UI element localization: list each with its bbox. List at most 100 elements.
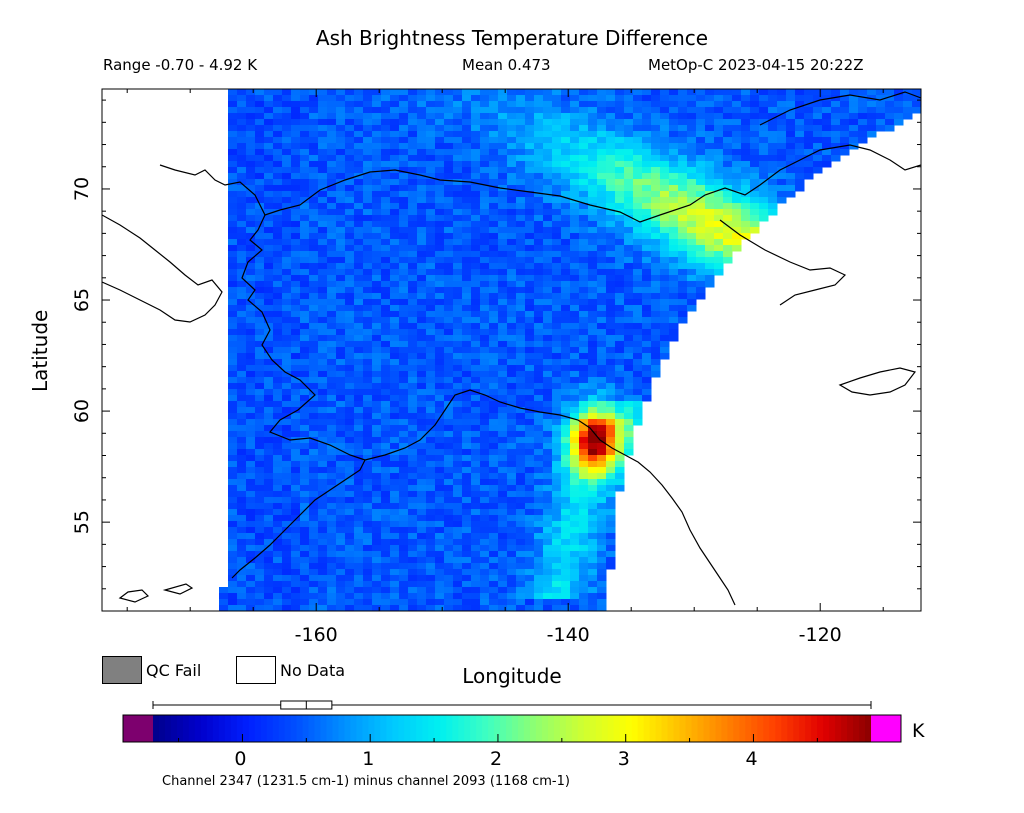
data-cell	[453, 437, 463, 444]
data-cell	[507, 371, 517, 378]
data-cell	[705, 137, 715, 144]
data-cell	[264, 227, 274, 234]
data-cell	[795, 179, 805, 186]
data-cell	[336, 527, 346, 534]
data-cell	[381, 119, 391, 126]
data-cell	[462, 347, 472, 354]
data-cell	[642, 269, 652, 276]
data-cell	[435, 491, 445, 498]
colorbar-step	[715, 715, 723, 742]
data-cell	[462, 263, 472, 270]
data-cell	[408, 101, 418, 108]
data-cell	[660, 89, 670, 96]
data-cell	[417, 419, 427, 426]
data-cell	[498, 485, 508, 492]
data-cell	[309, 131, 319, 138]
data-cell	[498, 311, 508, 318]
data-cell	[354, 371, 364, 378]
data-cell	[570, 251, 580, 258]
data-cell	[561, 125, 571, 132]
data-cell	[606, 233, 616, 240]
data-cell	[480, 575, 490, 582]
data-cell	[642, 329, 652, 336]
colorbar-step	[727, 715, 734, 742]
data-cell	[813, 167, 823, 174]
data-cell	[597, 509, 607, 516]
data-cell	[750, 89, 760, 96]
data-cell	[291, 503, 301, 510]
data-cell	[345, 95, 355, 102]
data-cell	[489, 485, 499, 492]
data-cell	[399, 299, 409, 306]
data-cell	[579, 281, 589, 288]
colorbar-step	[176, 715, 184, 742]
data-cell	[237, 461, 247, 468]
data-cell	[543, 575, 553, 582]
data-cell	[615, 89, 625, 96]
data-cell	[390, 371, 400, 378]
data-cell	[273, 239, 283, 246]
data-cell	[786, 143, 796, 150]
data-cell	[570, 287, 580, 294]
data-cell	[228, 341, 238, 348]
data-cell	[543, 251, 553, 258]
data-cell	[246, 449, 256, 456]
data-cell	[372, 443, 382, 450]
data-cell	[453, 485, 463, 492]
data-cell	[642, 149, 652, 156]
data-cell	[525, 239, 535, 246]
data-cell	[345, 155, 355, 162]
data-cell	[354, 89, 364, 96]
data-cell	[732, 167, 742, 174]
data-cell	[417, 545, 427, 552]
data-cell	[309, 125, 319, 132]
data-cell	[309, 539, 319, 546]
data-cell	[408, 113, 418, 120]
data-cell	[678, 263, 688, 270]
data-cell	[822, 95, 832, 102]
data-cell	[417, 191, 427, 198]
data-cell	[228, 359, 238, 366]
data-cell	[705, 233, 715, 240]
data-cell	[435, 179, 445, 186]
data-cell	[687, 125, 697, 132]
data-cell	[318, 353, 328, 360]
data-cell	[426, 251, 436, 258]
data-cell	[705, 113, 715, 120]
data-cell	[840, 149, 850, 156]
data-cell	[345, 101, 355, 108]
data-cell	[399, 365, 409, 372]
data-cell	[399, 335, 409, 342]
data-cell	[615, 311, 625, 318]
data-cell	[327, 413, 337, 420]
data-cell	[435, 329, 445, 336]
data-cell	[642, 347, 652, 354]
data-cell	[264, 347, 274, 354]
data-cell	[462, 383, 472, 390]
data-cell	[444, 461, 454, 468]
data-cell	[624, 329, 634, 336]
data-cell	[282, 257, 292, 264]
data-cell	[579, 431, 589, 438]
data-cell	[309, 359, 319, 366]
data-cell	[660, 227, 670, 234]
data-cell	[579, 185, 589, 192]
data-cell	[669, 269, 679, 276]
data-cell	[768, 173, 778, 180]
data-cell	[291, 131, 301, 138]
data-cell	[570, 137, 580, 144]
data-cell	[462, 125, 472, 132]
data-cell	[651, 101, 661, 108]
data-cell	[480, 605, 490, 611]
data-cell	[597, 347, 607, 354]
data-cell	[390, 335, 400, 342]
data-cell	[363, 281, 373, 288]
data-cell	[309, 107, 319, 114]
data-cell	[624, 233, 634, 240]
data-cell	[588, 209, 598, 216]
data-cell	[525, 179, 535, 186]
data-cell	[552, 359, 562, 366]
data-cell	[264, 107, 274, 114]
data-cell	[561, 263, 571, 270]
data-cell	[255, 179, 265, 186]
